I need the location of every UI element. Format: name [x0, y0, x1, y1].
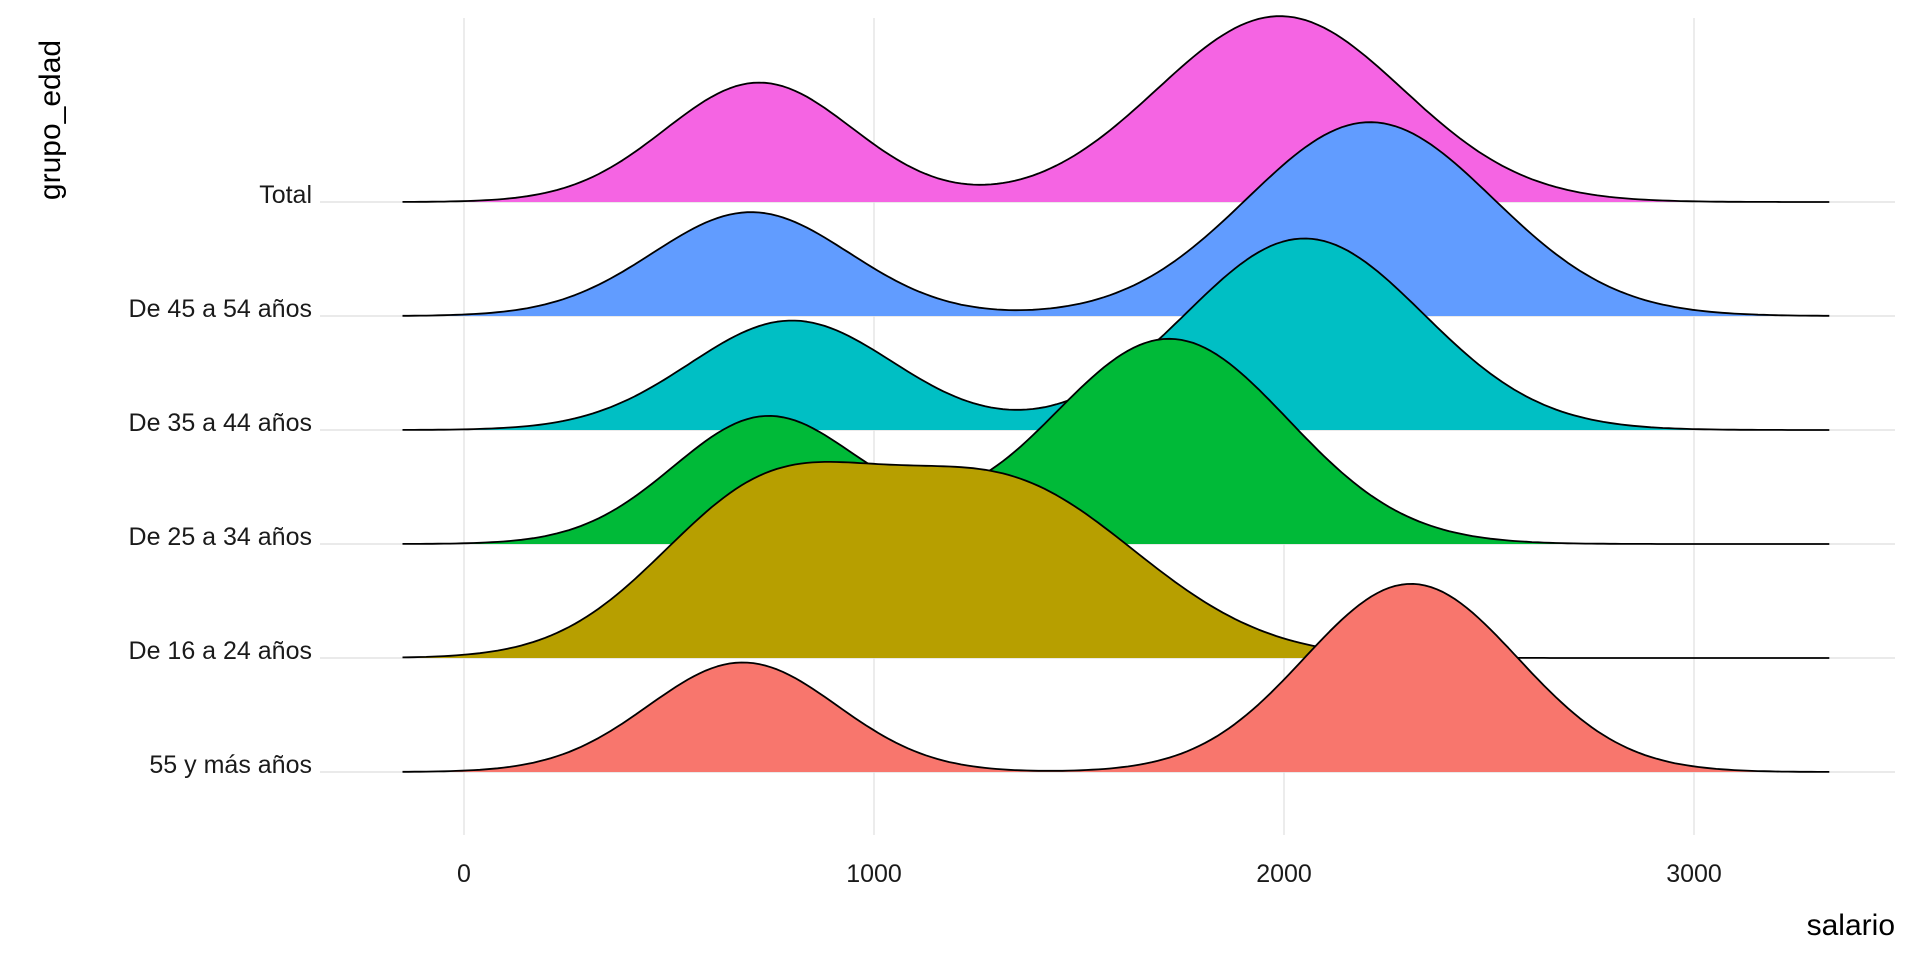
ridge-area	[402, 122, 1830, 316]
x-tick-label: 3000	[1666, 860, 1722, 888]
ridge-area	[402, 338, 1830, 544]
x-tick-label: 1000	[846, 860, 902, 888]
y-tick-label: De 35 a 44 años	[129, 409, 312, 437]
y-tick-label: 55 y más años	[149, 751, 312, 779]
x-axis-title: salario	[1807, 909, 1895, 942]
x-tick-label: 2000	[1256, 860, 1312, 888]
ridge-outline	[402, 461, 1830, 659]
ridge-area	[402, 583, 1830, 772]
ridge-layer	[402, 15, 1830, 773]
y-tick-label: De 16 a 24 años	[129, 637, 312, 665]
ridge-area	[402, 238, 1830, 430]
ridge-area	[402, 461, 1830, 658]
x-tick-label: 0	[457, 860, 471, 888]
ridge-area	[402, 16, 1830, 203]
y-tick-label: De 45 a 54 años	[129, 295, 312, 323]
ridge-outline	[402, 15, 1830, 203]
y-tick-label: Total	[259, 181, 312, 209]
ridge-outline	[402, 121, 1830, 317]
y-tick-label: De 25 a 34 años	[129, 523, 312, 551]
label-layer: 0 1000 2000 3000 Total De 45 a 54 años De 35 a…	[129, 181, 1722, 888]
ridge-outline	[402, 337, 1830, 545]
ridge-outline	[402, 583, 1830, 773]
y-axis-title: grupo_edad	[34, 40, 67, 200]
